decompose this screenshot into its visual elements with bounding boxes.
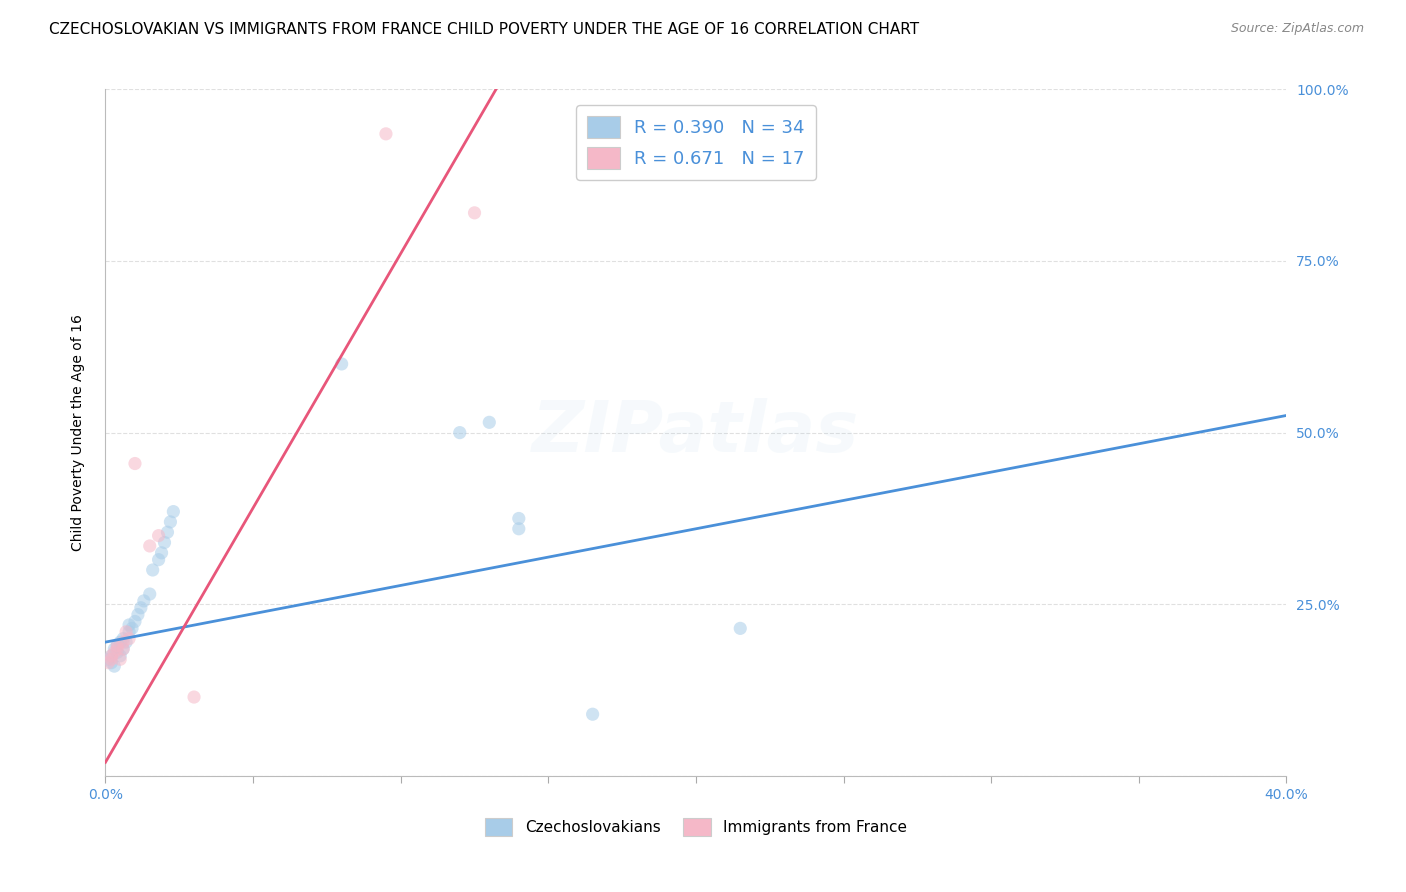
Point [159, 515, 181, 529]
Point [150, 546, 173, 560]
Point [730, 621, 752, 635]
Point [374, 127, 398, 141]
Point [97, 656, 120, 670]
Point [148, 528, 170, 542]
Point [124, 615, 146, 629]
Point [103, 642, 125, 657]
Point [112, 632, 135, 646]
Point [162, 505, 184, 519]
Point [118, 618, 141, 632]
Point [103, 659, 125, 673]
Point [115, 635, 138, 649]
Point [124, 457, 146, 471]
Point [100, 652, 122, 666]
Point [142, 563, 165, 577]
Text: CZECHOSLOVAKIAN VS IMMIGRANTS FROM FRANCE CHILD POVERTY UNDER THE AGE OF 16 CORR: CZECHOSLOVAKIAN VS IMMIGRANTS FROM FRANC… [49, 22, 920, 37]
Point [100, 648, 122, 663]
Point [478, 415, 501, 429]
Y-axis label: Child Poverty Under the Age of 16: Child Poverty Under the Age of 16 [70, 314, 84, 551]
Point [118, 624, 141, 639]
Point [330, 357, 353, 371]
Point [449, 425, 471, 440]
Text: Source: ZipAtlas.com: Source: ZipAtlas.com [1230, 22, 1364, 36]
Point [105, 639, 128, 653]
Point [105, 642, 128, 657]
Point [464, 206, 486, 220]
Point [100, 648, 122, 663]
Point [121, 621, 143, 635]
Point [148, 552, 170, 566]
Point [153, 535, 176, 549]
Point [105, 645, 128, 659]
Point [582, 707, 605, 722]
Point [156, 525, 179, 540]
Point [105, 639, 128, 653]
Point [110, 652, 132, 666]
Text: ZIPatlas: ZIPatlas [533, 398, 859, 467]
Point [138, 587, 162, 601]
Point [127, 607, 149, 622]
Point [110, 635, 132, 649]
Point [508, 522, 530, 536]
Point [103, 645, 125, 659]
Point [138, 539, 162, 553]
Point [100, 656, 122, 670]
Point [132, 594, 155, 608]
Point [112, 642, 135, 657]
Point [508, 511, 530, 525]
Point [110, 648, 132, 663]
Point [115, 624, 138, 639]
Point [112, 642, 135, 657]
Point [129, 600, 152, 615]
Point [112, 635, 135, 649]
Legend: Czechoslovakians, Immigrants from France: Czechoslovakians, Immigrants from France [477, 810, 915, 844]
Point [97, 652, 120, 666]
Point [118, 632, 141, 646]
Point [183, 690, 205, 704]
